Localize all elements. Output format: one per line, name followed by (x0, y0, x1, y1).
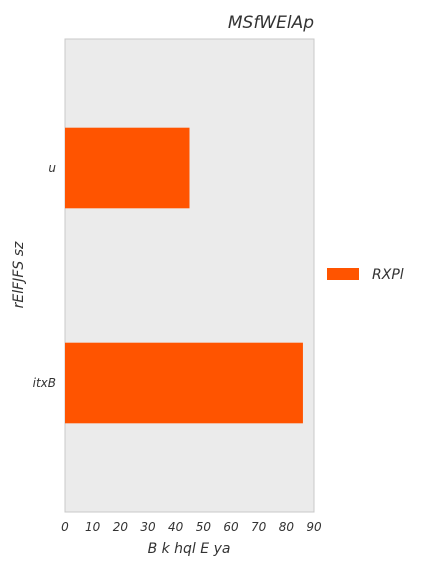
x-tick-label: 80 (279, 520, 295, 534)
bar-u (65, 127, 190, 209)
y-tick-label: u (48, 161, 56, 175)
x-tick-label: 70 (251, 520, 267, 534)
y-tick-labels: u itxB (33, 161, 57, 390)
x-axis-label: B k hql E ya (148, 541, 231, 557)
bars-group (65, 127, 303, 424)
plot-area (64, 38, 315, 513)
legend-label: RXPl (372, 267, 404, 283)
x-tick-label: 10 (85, 520, 101, 534)
x-tick-label: 30 (140, 520, 156, 534)
x-tick-labels: 0 10 20 30 40 50 60 70 80 90 (61, 520, 322, 534)
x-tick-label: 50 (196, 520, 212, 534)
legend-swatch (327, 268, 359, 280)
y-axis-label: rElFJFS sz (11, 241, 27, 308)
x-tick-label: 0 (61, 520, 69, 534)
legend: RXPl (327, 267, 404, 283)
x-tick-label: 60 (223, 520, 239, 534)
y-tick-label: itxB (33, 376, 56, 390)
chart-title: MSfWElAp (228, 13, 314, 33)
x-tick-label: 20 (113, 520, 129, 534)
x-tick-label: 40 (168, 520, 184, 534)
bar-itxB (65, 342, 303, 424)
x-tick-label: 90 (306, 520, 322, 534)
